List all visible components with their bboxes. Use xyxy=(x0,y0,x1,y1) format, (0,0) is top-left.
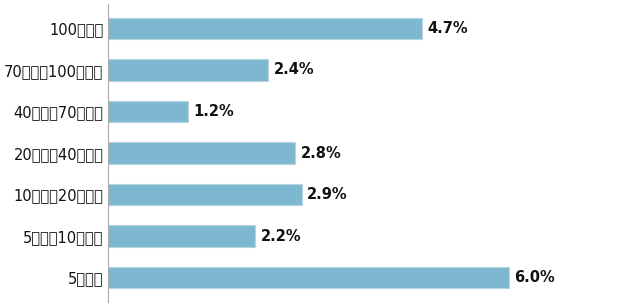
Text: 4.7%: 4.7% xyxy=(427,21,468,36)
Bar xyxy=(108,18,422,39)
Text: 2.8%: 2.8% xyxy=(301,145,341,161)
Bar xyxy=(108,101,189,122)
Text: 6.0%: 6.0% xyxy=(514,270,555,285)
Bar xyxy=(108,225,255,247)
Bar xyxy=(108,184,302,205)
Bar xyxy=(108,59,268,81)
Bar xyxy=(108,142,295,164)
Text: 2.2%: 2.2% xyxy=(260,229,301,244)
Text: 2.4%: 2.4% xyxy=(274,62,315,77)
Text: 2.9%: 2.9% xyxy=(307,187,348,202)
Text: 1.2%: 1.2% xyxy=(194,104,234,119)
Bar xyxy=(108,267,509,288)
